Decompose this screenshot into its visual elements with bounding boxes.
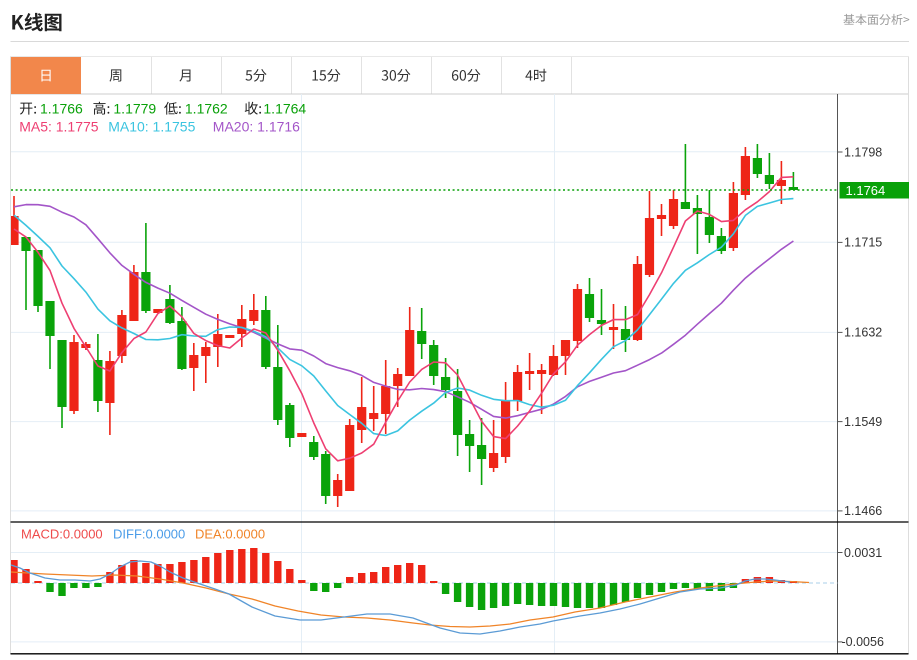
svg-text:-0.0056: -0.0056 bbox=[842, 635, 884, 649]
svg-text:1.1466: 1.1466 bbox=[844, 504, 882, 518]
svg-text:1.1762: 1.1762 bbox=[185, 101, 228, 117]
svg-text:1.1632: 1.1632 bbox=[844, 326, 882, 340]
svg-text:1.1549: 1.1549 bbox=[844, 415, 882, 429]
svg-text:DEA:0.0000: DEA:0.0000 bbox=[195, 527, 265, 542]
svg-text:MACD:0.0000: MACD:0.0000 bbox=[21, 527, 103, 542]
svg-text:1.1715: 1.1715 bbox=[844, 236, 882, 250]
svg-text:1.1764: 1.1764 bbox=[263, 101, 306, 117]
svg-text:MA10: 1.1755: MA10: 1.1755 bbox=[108, 119, 195, 135]
svg-text:1.1798: 1.1798 bbox=[844, 145, 882, 159]
svg-text:1.1766: 1.1766 bbox=[40, 101, 83, 117]
svg-text:0.0031: 0.0031 bbox=[844, 546, 882, 560]
svg-text:1.1779: 1.1779 bbox=[113, 101, 156, 117]
svg-text:MA20: 1.1716: MA20: 1.1716 bbox=[213, 119, 300, 135]
svg-text:1.1764: 1.1764 bbox=[846, 183, 886, 198]
svg-text:MA5: 1.1775: MA5: 1.1775 bbox=[19, 119, 99, 135]
svg-text:DIFF:0.0000: DIFF:0.0000 bbox=[113, 527, 185, 542]
